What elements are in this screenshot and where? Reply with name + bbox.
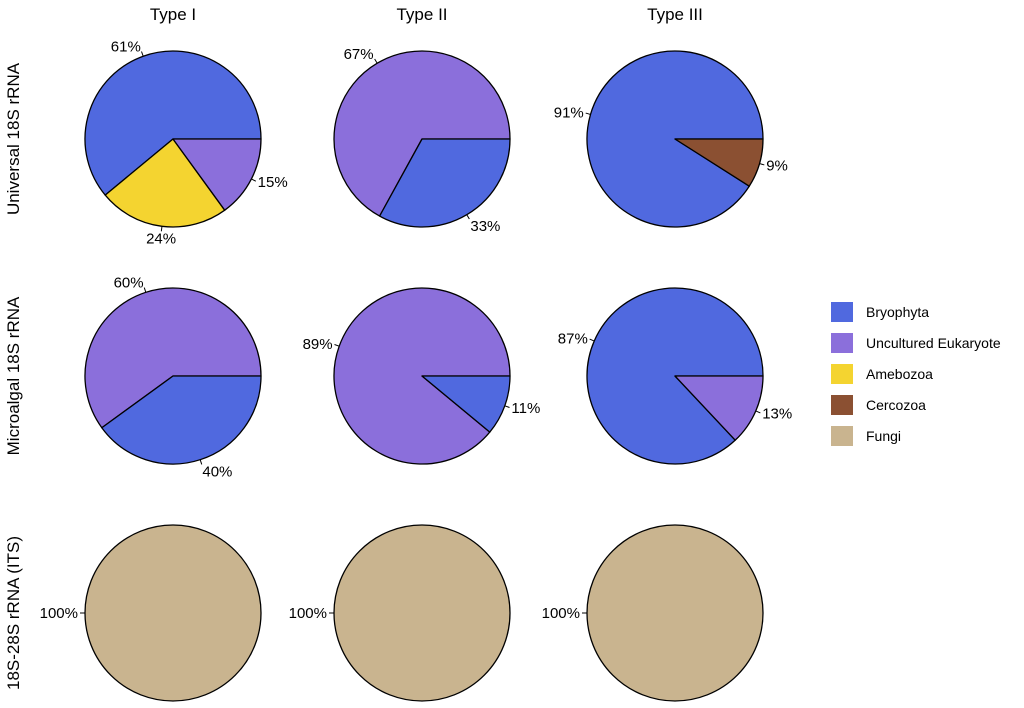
- pie-r1-c2-slice-uncultured-eukaryote-label: 67%: [344, 46, 374, 63]
- pie-r1-c1-slice-bryophyta-label-tick: [141, 51, 144, 57]
- pie-r1-c2-slice-bryophyta: [378, 138, 511, 228]
- pie-r1-c1-slice-bryophyta: [84, 50, 262, 196]
- pie-r1-c1-slice-uncultured-eukaryote-label-tick: [251, 178, 257, 182]
- row-title-universal: Universal 18S rRNA: [4, 62, 23, 215]
- column-titles: Type I Type II Type III: [150, 5, 703, 24]
- legend-swatch-amebozoa: [831, 364, 853, 384]
- pie-r3-c2: 100%: [289, 524, 511, 702]
- pie-r3-c2-slice-fungi: [333, 524, 511, 702]
- pie-r2-c3: 87% 13%: [558, 287, 792, 465]
- pie-r2-c2-slice-bryophyta-label: 11%: [511, 400, 540, 417]
- pie-r2-c1-slice-uncultured-eukaryote-label: 60%: [114, 275, 144, 292]
- legend-label-uncultured-eukaryote: Uncultured Eukaryote: [866, 335, 1001, 351]
- column-title-type-ii: Type II: [396, 5, 447, 24]
- pie-r3-c3: 100%: [542, 524, 764, 702]
- legend-item-fungi: Fungi: [831, 426, 901, 446]
- pies: 61% 24% 15% 67% 33% 91% 9% 60% 40% 89% 11% 87% 13% 10…: [40, 39, 792, 702]
- pie-r2-c2: 89% 11%: [303, 287, 540, 465]
- pie-r2-c1-slice-bryophyta-label-tick: [199, 459, 203, 465]
- pie-r2-c1-slice-bryophyta-label: 40%: [202, 463, 232, 480]
- pie-r1-c1-slice-amebozoa-label-tick: [160, 226, 163, 232]
- pie-r2-c2-slice-uncultured-eukaryote-label: 89%: [303, 336, 333, 353]
- pie-r1-c2-slice-uncultured-eukaryote-label-tick: [374, 58, 378, 64]
- pie-r2-c1-slice-uncultured-eukaryote: [84, 287, 262, 429]
- column-title-type-i: Type I: [150, 5, 196, 24]
- pie-r1-c1-slice-uncultured-eukaryote: [172, 138, 262, 211]
- legend-swatch-bryophyta: [831, 302, 853, 322]
- pie-r2-c2-slice-uncultured-eukaryote-label-tick: [334, 344, 340, 347]
- legend-label-fungi: Fungi: [866, 428, 901, 444]
- pie-r3-c1-slice-fungi: [84, 524, 262, 702]
- row-title-its: 18S-28S rRNA (ITS): [4, 536, 23, 690]
- legend-item-amebozoa: Amebozoa: [831, 364, 933, 384]
- pie-r1-c1-slice-amebozoa-label: 24%: [146, 230, 176, 247]
- pie-r3-c2-slice-fungi-label: 100%: [289, 605, 327, 622]
- pie-r2-c3-slice-bryophyta-label: 87%: [558, 330, 588, 347]
- legend-item-cercozoa: Cercozoa: [831, 395, 926, 415]
- pie-r2-c3-slice-uncultured-eukaryote-label-tick: [755, 410, 761, 414]
- pie-r2-c1-slice-bryophyta: [101, 375, 262, 465]
- legend-swatch-fungi: [831, 426, 853, 446]
- pie-r1-c3-slice-cercozoa: [674, 138, 764, 187]
- pie-r2-c2-slice-bryophyta-label-tick: [504, 405, 510, 408]
- pie-r1-c1-slice-amebozoa: [104, 138, 226, 228]
- pie-r2-c2-slice-bryophyta: [421, 375, 511, 433]
- legend: Bryophyta Uncultured Eukaryote Amebozoa Cer…: [831, 302, 1001, 446]
- pie-r1-c3-slice-cercozoa-label-tick: [759, 163, 765, 166]
- pie-r1-c3-slice-cercozoa-label: 9%: [766, 158, 788, 175]
- pie-r1-c1-slice-bryophyta-label: 61%: [111, 39, 141, 56]
- pie-r1-c3-slice-bryophyta-label: 91%: [554, 105, 584, 122]
- pie-r1-c2-slice-bryophyta-label-tick: [466, 214, 470, 220]
- pie-r1-c2: 67% 33%: [333, 46, 511, 235]
- pie-r1-c3-slice-bryophyta-label-tick: [585, 112, 591, 115]
- legend-swatch-uncultured-eukaryote: [831, 333, 853, 353]
- row-titles: Universal 18S rRNA Microalgal 18S rRNA 1…: [4, 62, 23, 690]
- legend-label-bryophyta: Bryophyta: [866, 304, 929, 320]
- pie-r3-c3-slice-fungi: [586, 524, 764, 702]
- pie-r1-c1-slice-uncultured-eukaryote-label: 15%: [258, 174, 288, 191]
- legend-label-amebozoa: Amebozoa: [866, 366, 933, 382]
- pie-r3-c3-slice-fungi-label: 100%: [542, 605, 580, 622]
- pie-r2-c3-slice-bryophyta-label-tick: [589, 338, 595, 342]
- pie-r1-c3: 91% 9%: [554, 50, 788, 228]
- pie-r3-c1-slice-fungi-label: 100%: [40, 605, 78, 622]
- row-title-microalgal: Microalgal 18S rRNA: [4, 296, 23, 455]
- pie-r3-c1: 100%: [40, 524, 262, 702]
- legend-label-cercozoa: Cercozoa: [866, 397, 926, 413]
- pie-r1-c2-slice-bryophyta-label: 33%: [470, 218, 500, 235]
- pie-r2-c2-slice-uncultured-eukaryote: [333, 287, 511, 465]
- pie-r2-c1-slice-uncultured-eukaryote-label-tick: [143, 287, 147, 293]
- column-title-type-iii: Type III: [647, 5, 703, 24]
- legend-item-bryophyta: Bryophyta: [831, 302, 929, 322]
- legend-item-uncultured-eukaryote: Uncultured Eukaryote: [831, 333, 1001, 353]
- pie-r2-c3-slice-uncultured-eukaryote-label: 13%: [762, 406, 792, 423]
- legend-swatch-cercozoa: [831, 395, 853, 415]
- pie-r1-c1: 61% 24% 15%: [84, 39, 288, 247]
- pie-r2-c1: 60% 40%: [84, 275, 262, 480]
